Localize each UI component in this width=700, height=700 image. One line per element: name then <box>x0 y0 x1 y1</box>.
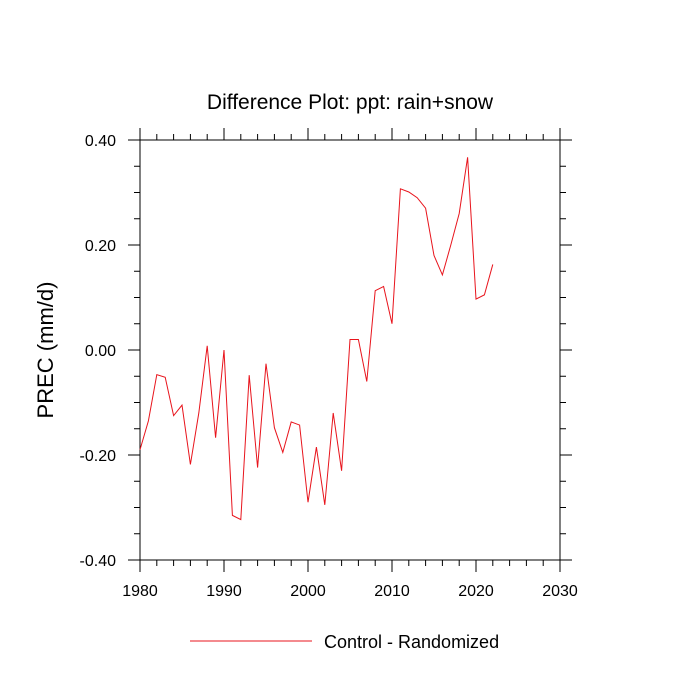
x-tick-labels: 1980 1990 2000 2010 2020 2030 <box>122 583 578 600</box>
x-tick-label: 1980 <box>122 583 158 600</box>
y-tick-label: 0.20 <box>85 238 116 255</box>
x-tick-label: 1990 <box>206 583 242 600</box>
y-tick-label: -0.20 <box>80 448 117 465</box>
x-tick-label: 2000 <box>290 583 326 600</box>
y-axis-label: PREC (mm/d) <box>33 282 58 419</box>
x-tick-label: 2020 <box>458 583 494 600</box>
y-tick-label: -0.40 <box>80 553 117 570</box>
y-tick-labels: -0.40 -0.20 0.00 0.20 0.40 <box>80 133 117 570</box>
y-tick-label: 0.40 <box>85 133 116 150</box>
legend-entry-control-randomized: Control - Randomized <box>324 632 499 652</box>
plot-frame <box>139 139 561 561</box>
x-tick-label: 2030 <box>542 583 578 600</box>
x-tick-label: 2010 <box>374 583 410 600</box>
axis-ticks <box>128 128 572 572</box>
chart-title: Difference Plot: ppt: rain+snow <box>207 91 494 114</box>
series-line-control-randomized <box>139 157 494 521</box>
y-tick-label: 0.00 <box>85 343 116 360</box>
